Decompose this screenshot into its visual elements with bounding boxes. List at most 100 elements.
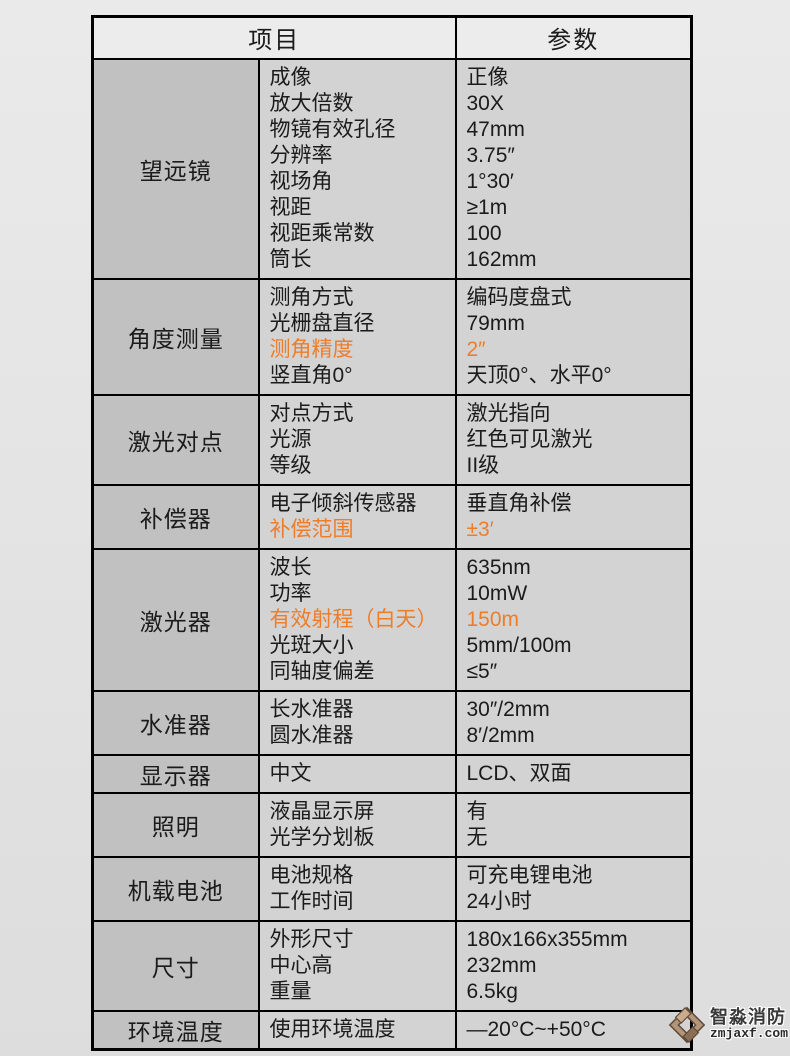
spec-row: 激光器 波长 功率 有效射程（白天） 光斑大小 同轴度偏差 635nm 10mW 150m 5mm… bbox=[91, 547, 693, 692]
spec-label: 光源 bbox=[269, 427, 312, 451]
spec-value: 8′/2mm bbox=[466, 723, 535, 747]
spec-value: ≥1m bbox=[466, 195, 508, 219]
spec-value: 150m bbox=[466, 607, 520, 631]
spec-values-cell: 激光指向 红色可见激光 II级 bbox=[454, 393, 693, 486]
spec-values-cell: 垂直角补偿 ±3′ bbox=[454, 483, 693, 550]
spec-value: 天顶0°、水平0° bbox=[466, 363, 612, 387]
column-header-item: 项目 bbox=[91, 15, 457, 60]
spec-row: 环境温度 使用环境温度 —20°C~+50°C bbox=[91, 1009, 693, 1050]
category-cell: 水准器 bbox=[91, 689, 260, 756]
spec-label: 等级 bbox=[269, 453, 312, 477]
spec-label: 分辨率 bbox=[269, 143, 333, 167]
spec-value: 100 bbox=[466, 221, 502, 245]
spec-value: 有 bbox=[466, 799, 488, 823]
spec-values-cell: 可充电锂电池 24小时 bbox=[454, 855, 693, 922]
spec-label: 同轴度偏差 bbox=[269, 659, 375, 683]
spec-value: 47mm bbox=[466, 117, 525, 141]
category-cell: 激光对点 bbox=[91, 393, 260, 486]
category-cell: 激光器 bbox=[91, 547, 260, 692]
spec-label: 有效射程（白天） bbox=[269, 607, 438, 631]
spec-value: 3.75″ bbox=[466, 143, 515, 167]
spec-label: 使用环境温度 bbox=[269, 1017, 396, 1041]
spec-label: 竖直角0° bbox=[269, 363, 353, 387]
spec-row: 显示器 中文 LCD、双面 bbox=[91, 753, 693, 794]
spec-value: LCD、双面 bbox=[466, 761, 572, 785]
spec-row: 水准器 长水准器 圆水准器 30″/2mm 8′/2mm bbox=[91, 689, 693, 756]
spec-value: 635nm bbox=[466, 555, 531, 579]
spec-label: 放大倍数 bbox=[269, 91, 354, 115]
spec-value: 79mm bbox=[466, 311, 525, 335]
category-cell: 望远镜 bbox=[91, 57, 260, 280]
spec-labels-cell: 长水准器 圆水准器 bbox=[257, 689, 457, 756]
spec-label: 筒长 bbox=[269, 247, 312, 271]
spec-value: 1°30′ bbox=[466, 169, 514, 193]
spec-label: 视场角 bbox=[269, 169, 333, 193]
spec-value: —20°C~+50°C bbox=[466, 1017, 606, 1041]
spec-value: 30″/2mm bbox=[466, 697, 550, 721]
spec-value: 5mm/100m bbox=[466, 633, 572, 657]
spec-label: 波长 bbox=[269, 555, 312, 579]
category-cell: 角度测量 bbox=[91, 277, 260, 396]
watermark: 智淼消防 zmjaxf.com bbox=[666, 998, 788, 1051]
spec-values-cell: 编码度盘式 79mm 2″ 天顶0°、水平0° bbox=[454, 277, 693, 396]
spec-row: 激光对点 对点方式 光源 等级 激光指向 红色可见激光 II级 bbox=[91, 393, 693, 486]
category-cell: 显示器 bbox=[91, 753, 260, 794]
spec-value: 红色可见激光 bbox=[466, 427, 593, 451]
spec-values-cell: 正像 30X 47mm 3.75″ 1°30′ ≥1m 100 162mm bbox=[454, 57, 693, 280]
spec-value: 30X bbox=[466, 91, 504, 115]
spec-labels-cell: 波长 功率 有效射程（白天） 光斑大小 同轴度偏差 bbox=[257, 547, 457, 692]
spec-value: 正像 bbox=[466, 65, 509, 89]
spec-labels-cell: 电池规格 工作时间 bbox=[257, 855, 457, 922]
spec-values-cell: 有无 bbox=[454, 791, 693, 858]
spec-labels-cell: 成像 放大倍数 物镜有效孔径 分辨率 视场角 视距 视距乘常数 筒长 bbox=[257, 57, 457, 280]
spec-labels-cell: 外形尺寸 中心高 重量 bbox=[257, 919, 457, 1012]
header-row: 项目 参数 bbox=[91, 15, 693, 60]
spec-labels-cell: 使用环境温度 bbox=[257, 1009, 457, 1050]
spec-value: ≤5″ bbox=[466, 659, 498, 683]
spec-label: 工作时间 bbox=[269, 889, 354, 913]
spec-label: 对点方式 bbox=[269, 401, 354, 425]
spec-label: 液晶显示屏 bbox=[269, 799, 375, 823]
spec-values-cell: LCD、双面 bbox=[454, 753, 693, 794]
watermark-site: zmjaxf.com bbox=[709, 1026, 788, 1042]
spec-label: 测角精度 bbox=[269, 337, 354, 361]
spec-values-cell: —20°C~+50°C bbox=[454, 1009, 693, 1050]
spec-value: 编码度盘式 bbox=[466, 285, 572, 309]
spec-label: 视距乘常数 bbox=[269, 221, 375, 245]
spec-label: 功率 bbox=[269, 581, 312, 605]
spec-label: 重量 bbox=[269, 979, 312, 1003]
spec-label: 中文 bbox=[269, 761, 312, 785]
spec-label: 长水准器 bbox=[269, 697, 354, 721]
spec-label: 成像 bbox=[269, 65, 312, 89]
spec-labels-cell: 对点方式 光源 等级 bbox=[257, 393, 457, 486]
spec-label: 圆水准器 bbox=[269, 723, 354, 747]
spec-values-cell: 180x166x355mm 232mm 6.5kg bbox=[454, 919, 693, 1012]
spec-row: 补偿器 电子倾斜传感器 补偿范围 垂直角补偿 ±3′ bbox=[91, 483, 693, 550]
spec-labels-cell: 液晶显示屏 光学分划板 bbox=[257, 791, 457, 858]
spec-row: 角度测量 测角方式 光栅盘直径 测角精度 竖直角0° 编码度盘式 79mm 2″ 天顶0°、水平… bbox=[91, 277, 693, 396]
spec-label: 测角方式 bbox=[269, 285, 354, 309]
spec-row: 尺寸 外形尺寸 中心高 重量 180x166x355mm 232mm 6.5kg bbox=[91, 919, 693, 1012]
spec-value: 垂直角补偿 bbox=[466, 491, 572, 515]
spec-value: ±3′ bbox=[466, 517, 494, 541]
column-header-param: 参数 bbox=[454, 15, 693, 60]
spec-label: 物镜有效孔径 bbox=[269, 117, 396, 141]
spec-value: 可充电锂电池 bbox=[466, 863, 593, 887]
spec-value: 2″ bbox=[466, 337, 486, 361]
spec-value: 180x166x355mm bbox=[466, 927, 628, 951]
spec-table: 项目 参数 望远镜 成像 放大倍数 物镜有效孔径 分辨率 视场角 视距 视距乘常数 筒长 正像 30… bbox=[91, 15, 693, 1051]
spec-label: 视距 bbox=[269, 195, 312, 219]
spec-value: 6.5kg bbox=[466, 979, 518, 1003]
spec-label: 补偿范围 bbox=[269, 517, 354, 541]
spec-value: 162mm bbox=[466, 247, 537, 271]
spec-row: 望远镜 成像 放大倍数 物镜有效孔径 分辨率 视场角 视距 视距乘常数 筒长 正像 30X 47mm 3… bbox=[91, 57, 693, 280]
spec-label: 外形尺寸 bbox=[269, 927, 354, 951]
spec-value: 无 bbox=[466, 825, 488, 849]
spec-labels-cell: 测角方式 光栅盘直径 测角精度 竖直角0° bbox=[257, 277, 457, 396]
category-cell: 机载电池 bbox=[91, 855, 260, 922]
spec-label: 光学分划板 bbox=[269, 825, 375, 849]
category-cell: 环境温度 bbox=[91, 1009, 260, 1050]
spec-value: 激光指向 bbox=[466, 401, 551, 425]
spec-label: 光斑大小 bbox=[269, 633, 354, 657]
category-cell: 补偿器 bbox=[91, 483, 260, 550]
